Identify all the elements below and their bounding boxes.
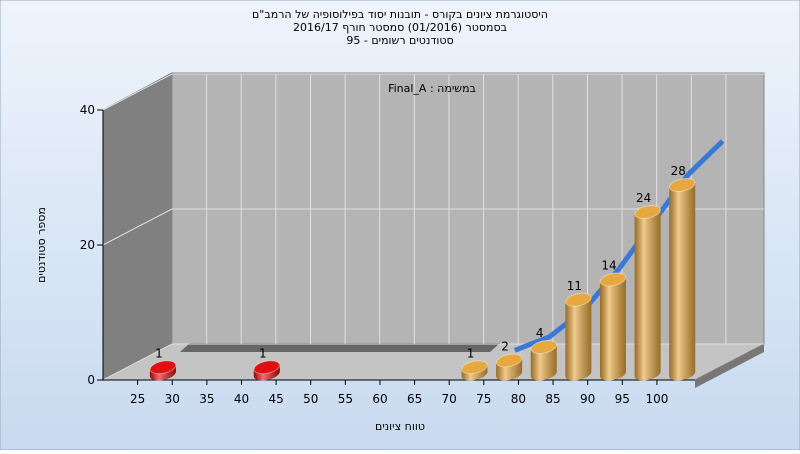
title-line: סטודנטים רשומים - 95: [346, 34, 453, 47]
y-tick-label: 20: [80, 238, 95, 252]
bar: 2: [495, 340, 523, 381]
value-label: 1: [467, 346, 475, 360]
bar-top: [149, 360, 177, 375]
grid-line: [102, 73, 173, 111]
grid-line: [102, 343, 173, 381]
bar-top: [634, 205, 661, 219]
x-tick-label: 50: [303, 392, 318, 406]
x-tick-label: 80: [511, 392, 526, 406]
x-tick-label: 85: [545, 392, 560, 406]
bar-top: [599, 272, 627, 287]
bar-shade: [669, 182, 696, 381]
value-label: 1: [155, 346, 163, 360]
x-tick-label: 30: [165, 392, 180, 406]
zero-band: [180, 343, 500, 352]
bar-top: [461, 360, 488, 375]
x-tick-label: 65: [407, 392, 422, 406]
bar: 14: [599, 259, 627, 381]
y-axis-label: מספר סטודנטים: [35, 207, 48, 283]
x-tick-label: 90: [580, 392, 595, 406]
value-label: 2: [501, 340, 509, 354]
value-label: 1: [259, 346, 267, 360]
x-tick-label: 95: [615, 392, 630, 406]
distribution-curve: [513, 139, 725, 353]
y-tick-label: 40: [80, 103, 95, 117]
value-label: 24: [636, 191, 651, 205]
bar: 1: [149, 346, 177, 381]
x-axis-label: טווח ציונים: [375, 420, 425, 433]
bar-shade: [599, 277, 626, 381]
x-tick-label: 55: [338, 392, 353, 406]
x-tick-label: 75: [476, 392, 491, 406]
bar-shade: [634, 209, 661, 381]
title-line: היסטוגרמת ציונים בקורס - תובנות יסוד בפי…: [252, 8, 548, 21]
bar: 24: [634, 191, 661, 381]
bar: 4: [530, 326, 558, 381]
x-tick-label: 70: [442, 392, 457, 406]
bar: 1: [253, 346, 281, 381]
title-line: בסמסטר (01/2016) סמסטר חורף 2016/17: [293, 21, 507, 34]
floor-edge: [695, 344, 764, 388]
annotation: Final_A : במשימה: [388, 82, 476, 95]
bar: 28: [668, 164, 696, 381]
bar-top: [565, 292, 592, 307]
value-label: 28: [671, 164, 686, 178]
bar-top: [530, 340, 558, 354]
value-label: 4: [536, 326, 544, 340]
x-tick-label: 35: [199, 392, 214, 406]
bar-shade: [530, 344, 557, 381]
y-tick-label: 0: [87, 373, 95, 387]
bar-top: [668, 178, 696, 192]
grid-line: [102, 208, 173, 246]
x-tick-label: 60: [372, 392, 387, 406]
bar: 1: [461, 346, 488, 381]
value-label: 11: [567, 279, 582, 293]
bar-shade: [565, 297, 592, 381]
x-tick-label: 25: [130, 392, 145, 406]
bar-top: [495, 353, 523, 368]
x-tick-label: 40: [234, 392, 249, 406]
x-tick-label: 45: [268, 392, 283, 406]
x-tick-label: 100: [645, 392, 668, 406]
bar-top: [253, 360, 281, 375]
bar: 11: [565, 279, 592, 381]
value-label: 14: [601, 259, 616, 273]
